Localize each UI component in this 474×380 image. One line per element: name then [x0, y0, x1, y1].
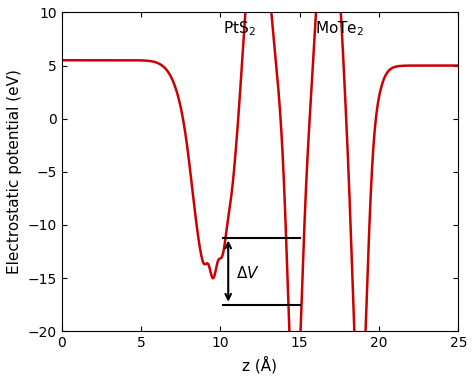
Text: MoTe$_2$: MoTe$_2$ — [315, 19, 364, 38]
Text: PtS$_2$: PtS$_2$ — [223, 19, 255, 38]
Y-axis label: Electrostatic potential (eV): Electrostatic potential (eV) — [7, 69, 22, 274]
X-axis label: z (Å): z (Å) — [243, 356, 277, 373]
Text: $\Delta V$: $\Delta V$ — [236, 265, 260, 281]
